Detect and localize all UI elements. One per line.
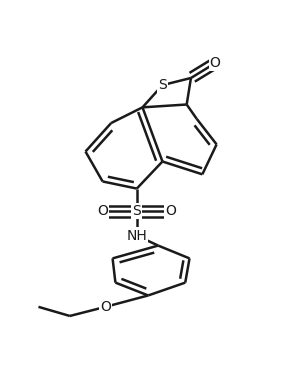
Text: O: O — [210, 56, 221, 70]
Text: O: O — [97, 204, 108, 218]
Text: S: S — [133, 204, 141, 218]
Text: O: O — [166, 204, 176, 218]
Text: S: S — [158, 78, 167, 92]
Text: O: O — [100, 300, 111, 314]
Text: NH: NH — [127, 229, 147, 242]
